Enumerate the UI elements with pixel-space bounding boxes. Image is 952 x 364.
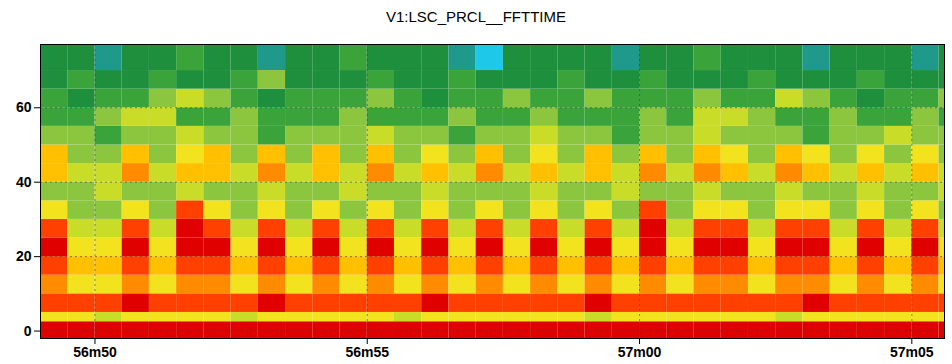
svg-text:0: 0 [24, 323, 32, 339]
svg-text:60: 60 [16, 99, 32, 115]
svg-text:57m05: 57m05 [890, 344, 934, 360]
svg-text:56m50: 56m50 [73, 344, 117, 360]
svg-text:40: 40 [16, 174, 32, 190]
html-text:V1:LSC_PRCL__FFTTIME: V1:LSC_PRCL__FFTTIME [386, 8, 566, 25]
svg-text:20: 20 [16, 248, 32, 264]
svg-text:57m00: 57m00 [618, 344, 662, 360]
svg-text:56m55: 56m55 [345, 344, 389, 360]
